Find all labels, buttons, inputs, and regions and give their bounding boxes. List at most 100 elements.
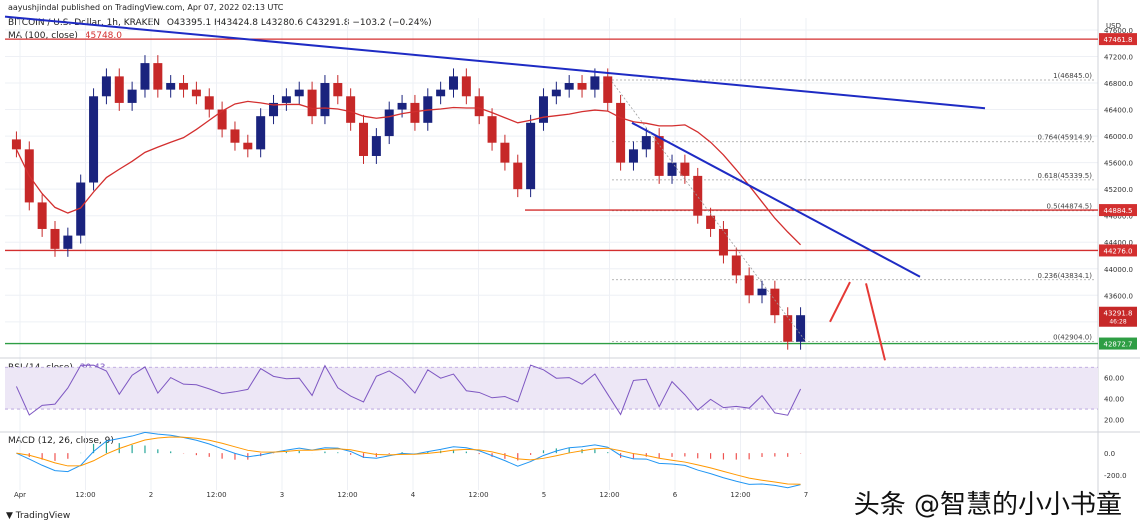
candle-body [731,255,741,276]
candle-body [770,288,780,316]
candle-body [114,76,124,103]
macd-tick-label: 0.0 [1104,450,1115,458]
price-tick-label: 47200.0 [1104,53,1133,61]
candle-body [410,102,420,123]
price-tick-label: 45600.0 [1104,160,1133,168]
candle-body [474,96,484,117]
watermark: 头条 @智慧的小小书童 [853,490,1122,520]
candle-body [166,83,176,90]
candle-body [783,315,793,342]
rsi-band [5,367,1098,410]
x-tick-label: 12:00 [730,491,750,499]
price-tick-label: 46800.0 [1104,80,1133,88]
candle-body [436,89,446,97]
macd-tick-label: -200.0 [1104,472,1127,480]
ma-value: 45748.0 [84,31,122,41]
level-tag-label: 44276.0 [1104,247,1133,255]
candle-body [603,76,613,103]
candle-body [538,96,548,123]
price-tick-label: 47600.0 [1104,27,1133,35]
trend-line-upper [4,15,986,110]
level-tag-label: 44884.5 [1104,207,1133,215]
ma-label: MA (100, close) [8,31,78,41]
tradingview-logo: ▼ TradingView [6,511,71,521]
candle-body [564,83,574,90]
usd-label: USD [1106,22,1121,30]
symbol-label: BITCOIN / U.S. Dollar, 1h, KRAKEN [8,18,160,28]
price-tick-label: 44400.0 [1104,239,1133,247]
tradingview-logo-text: TradingView [15,511,71,521]
x-tick-label: 12:00 [206,491,226,499]
level-tag-label: 42872.7 [1104,341,1133,349]
candle-body [654,136,664,176]
rsi-tick-label: 60.00 [1104,375,1124,383]
candle-body [89,96,99,183]
candle-body [551,89,561,97]
price-tick-label: 46400.0 [1104,107,1133,115]
x-tick-label: 12:00 [337,491,357,499]
countdown-label: 46:28 [1109,319,1126,326]
level-tag-label: 47461.8 [1104,36,1133,44]
x-tick-label: Apr [14,491,26,499]
candle-body [680,162,690,176]
x-tick-label: 6 [673,491,678,499]
macd-legend: MACD (12, 26, close, 9) [8,436,114,446]
candle-body [796,315,806,342]
candle-body [371,136,381,156]
candle-body [230,129,240,143]
level-tag [1099,204,1137,217]
candle-body [101,76,111,97]
fib-level-label: 0.5(44874.5) [1046,203,1092,211]
ma-line: MA (100, close) 45748.0 [8,31,126,41]
level-tag [1099,337,1137,350]
symbol-line: BITCOIN / U.S. Dollar, 1h, KRAKEN O43395… [8,18,436,28]
price-tick-label: 45200.0 [1104,186,1133,194]
candle-body [526,122,536,190]
candle-body [487,116,497,143]
candle-body [577,83,587,90]
price-tick-label: 43600.0 [1104,292,1133,300]
candle-body [191,89,201,97]
candle-body [76,182,86,236]
candle-body [217,109,227,130]
candle-body [346,96,356,123]
candle-body [140,63,150,90]
candle-body [294,89,304,97]
candle-body [269,102,279,117]
projection-down-line [865,283,886,361]
candle-body [448,76,458,90]
x-tick-label: 12:00 [468,491,488,499]
last-price-label: 43291.8 [1104,310,1133,318]
fib-level-label: 0.236(43834.1) [1038,272,1093,280]
rsi-tick-label: 20.00 [1104,417,1124,425]
macd-line [16,431,801,489]
candle-body [667,162,677,176]
candle-body [50,228,60,249]
candle-body [320,83,330,117]
candle-body [333,83,343,97]
x-tick-label: 12:00 [75,491,95,499]
candle-body [513,162,523,190]
rsi-tick-label: 40.00 [1104,396,1124,404]
ohlc-values: O43395.1 H43424.8 L43280.6 C43291.8 −103… [166,18,432,28]
candle-body [461,76,471,97]
candle-body [616,102,626,163]
candle-body [757,288,767,296]
fib-level-label: 1(46845.0) [1053,72,1092,80]
price-tick-label: 44000.0 [1104,266,1133,274]
x-tick-label: 4 [411,491,416,499]
trend-line-lower [631,121,921,278]
rsi-line [15,364,802,416]
candle-body [384,109,394,137]
candle-body [307,89,317,117]
candle-body [718,228,728,256]
x-tick-label: 7 [804,491,808,499]
level-tag [1099,33,1137,46]
x-tick-label: 2 [149,491,153,499]
fib-diagonal [611,81,806,341]
fib-level-label: 0.618(45339.5) [1038,172,1093,180]
candle-body [693,175,703,216]
candle-body [204,96,214,110]
